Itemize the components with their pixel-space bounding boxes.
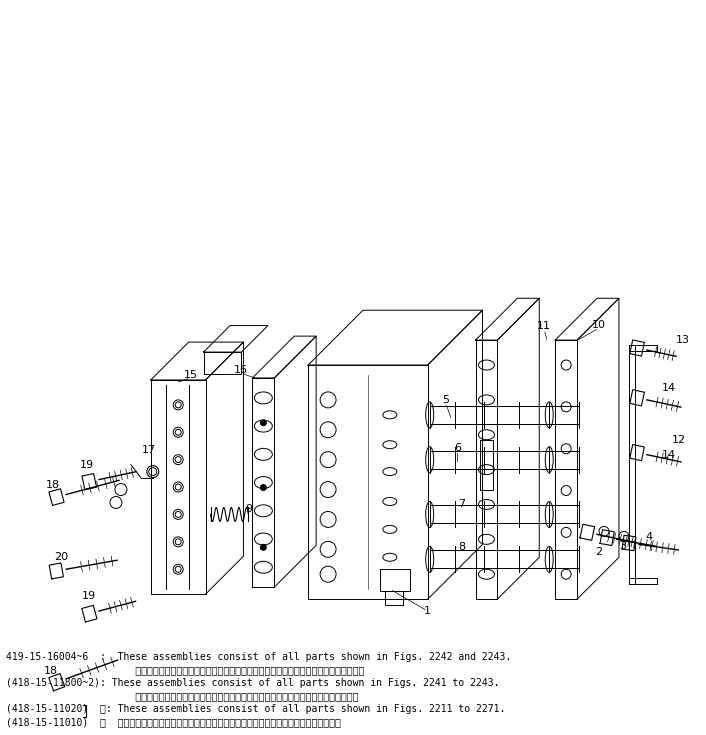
Text: 13: 13 [676, 335, 690, 345]
Text: 3: 3 [619, 541, 626, 551]
Text: 12: 12 [671, 434, 686, 445]
Text: 11: 11 [537, 321, 551, 331]
Circle shape [261, 420, 266, 426]
Text: 19: 19 [82, 591, 96, 601]
Circle shape [261, 484, 266, 490]
Text: 14: 14 [662, 450, 676, 459]
Text: 18: 18 [44, 666, 59, 676]
Text: 8: 8 [458, 542, 465, 552]
Text: 16: 16 [234, 365, 247, 375]
Text: 18: 18 [46, 479, 60, 490]
Text: 19: 19 [80, 459, 94, 470]
Circle shape [261, 545, 266, 551]
Text: (418-15-11020)  ）: These assemblies consist of all parts shown in Figs. 2211 to : (418-15-11020) ）: These assemblies consi… [6, 703, 505, 714]
Text: 4: 4 [645, 532, 652, 542]
Text: 2: 2 [595, 548, 603, 557]
Text: 6: 6 [454, 442, 461, 453]
Text: (418-15-11800~2): These assemblies consist of all parts shown in Figs. 2241 to 2: (418-15-11800~2): These assemblies consi… [6, 678, 500, 688]
Text: 20: 20 [54, 552, 68, 562]
Text: 419-15-16004~6  :  These assemblies consist of all parts shown in Figs. 2242 and: 419-15-16004~6 : These assemblies consis… [6, 652, 512, 662]
Text: これらのアセンブリの構成部品は第２２４２図および第２２４３図の部品を含みます．: これらのアセンブリの構成部品は第２２４２図および第２２４３図の部品を含みます． [6, 665, 365, 675]
Text: 17: 17 [142, 445, 156, 455]
Text: 5: 5 [442, 395, 449, 405]
Text: 9: 9 [245, 504, 252, 514]
Text: 7: 7 [458, 500, 465, 509]
Text: 15: 15 [184, 370, 198, 380]
Text: 1: 1 [424, 606, 431, 616]
Text: 10: 10 [592, 320, 606, 330]
Text: 14: 14 [662, 383, 676, 393]
Text: これらのアセンブリの構成部品は第２２４１図から第２２４３図の部品を含みます．: これらのアセンブリの構成部品は第２２４１図から第２２４３図の部品を含みます． [6, 691, 359, 700]
Text: (418-15-11010)  ）  これらのアセンブリの構成部品は第２２１１図から第２２７１図の部品を含みます．: (418-15-11010) ） これらのアセンブリの構成部品は第２２１１図から… [6, 717, 341, 727]
